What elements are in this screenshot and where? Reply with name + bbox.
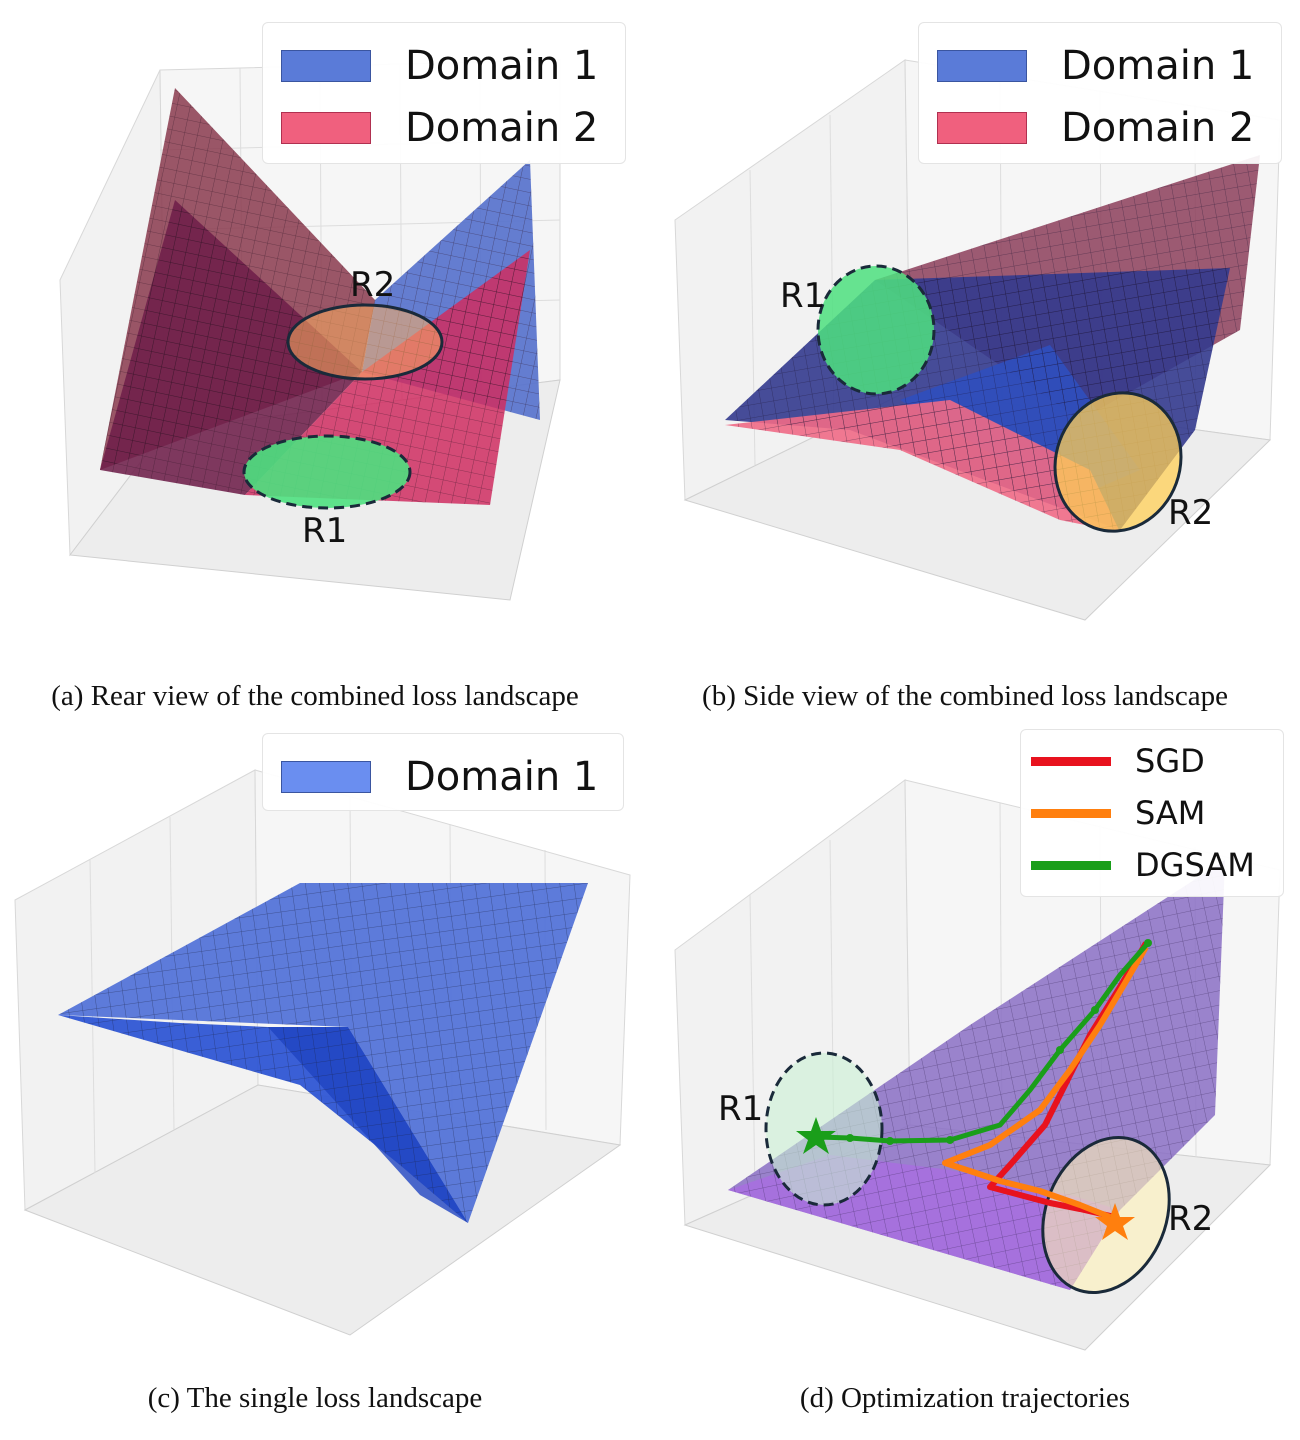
sgd-trajectory xyxy=(987,941,1149,1220)
label-r1: R1 xyxy=(718,1089,763,1129)
legend-c-swatch-1 xyxy=(281,761,371,793)
legend-b-label-1: Domain 1 xyxy=(1061,43,1255,89)
legend-b-swatch-2 xyxy=(937,112,1027,144)
legend-a-label-2: Domain 2 xyxy=(405,105,599,151)
legend-b-item-2: Domain 2 xyxy=(919,105,1254,151)
panel-c-plot xyxy=(14,769,631,1336)
legend-b-swatch-1 xyxy=(937,50,1027,82)
legend-b: Domain 1 Domain 2 xyxy=(918,22,1282,164)
panel-b-side-view: R1 R2 Domain 1 Domain 2 xyxy=(650,0,1300,660)
caption-d: (d) Optimization trajectories xyxy=(799,1382,1131,1414)
legend-a-label-1: Domain 1 xyxy=(405,43,599,89)
legend-a-item-1: Domain 1 xyxy=(263,43,598,89)
legend-d-label-dgsam: DGSAM xyxy=(1135,846,1255,884)
panel-d-plot: R1 R2 xyxy=(674,779,1281,1351)
sam-trajectory xyxy=(942,945,1149,1220)
legend-d-item-sgd: SGD xyxy=(1021,742,1205,780)
legend-d-item-dgsam: DGSAM xyxy=(1021,846,1255,884)
caption-a: (a) Rear view of the combined loss lands… xyxy=(51,680,579,712)
legend-d-item-sam: SAM xyxy=(1021,794,1205,832)
trajectory-markers xyxy=(846,939,1152,1145)
panel-c-single-landscape: Domain 1 xyxy=(0,725,650,1365)
panel-d-trajectories: R1 R2 SGD SAM DGSAM xyxy=(650,725,1300,1365)
legend-b-label-2: Domain 2 xyxy=(1061,105,1255,151)
sam-end-star xyxy=(1095,1203,1135,1240)
legend-d-line-dgsam xyxy=(1031,860,1111,870)
panel-a-rear-view: R2 R1 Domain 1 Domain 2 xyxy=(0,0,650,660)
region-r1-ellipse xyxy=(764,1051,884,1207)
legend-d-line-sgd xyxy=(1031,756,1111,766)
panel-a-plot: R2 R1 xyxy=(59,59,561,601)
caption-b: (b) Side view of the combined loss lands… xyxy=(702,680,1228,712)
legend-d-label-sam: SAM xyxy=(1135,794,1206,832)
label-r1: R1 xyxy=(780,276,825,316)
label-r1: R1 xyxy=(302,511,347,551)
legend-a: Domain 1 Domain 2 xyxy=(262,22,626,164)
legend-c-item-1: Domain 1 xyxy=(263,754,598,800)
dgsam-trajectory xyxy=(817,941,1150,1144)
legend-a-swatch-1 xyxy=(281,50,371,82)
region-r1-ellipse xyxy=(816,264,936,396)
legend-a-item-2: Domain 2 xyxy=(263,105,598,151)
legend-d-label-sgd: SGD xyxy=(1135,742,1205,780)
legend-a-swatch-2 xyxy=(281,112,371,144)
legend-d: SGD SAM DGSAM xyxy=(1020,729,1284,897)
label-r2: R2 xyxy=(1168,1199,1213,1239)
legend-c: Domain 1 xyxy=(262,733,624,811)
legend-d-line-sam xyxy=(1031,808,1111,818)
legend-b-item-1: Domain 1 xyxy=(919,43,1254,89)
legend-c-label-1: Domain 1 xyxy=(405,754,599,800)
caption-c: (c) The single loss landscape xyxy=(147,1382,483,1414)
dgsam-end-star xyxy=(796,1117,836,1154)
label-r2: R2 xyxy=(1168,493,1213,533)
region-r2-ellipse xyxy=(286,303,444,381)
region-r1-ellipse xyxy=(242,434,412,510)
region-r2-ellipse xyxy=(1053,391,1183,533)
label-r2: R2 xyxy=(350,265,395,305)
